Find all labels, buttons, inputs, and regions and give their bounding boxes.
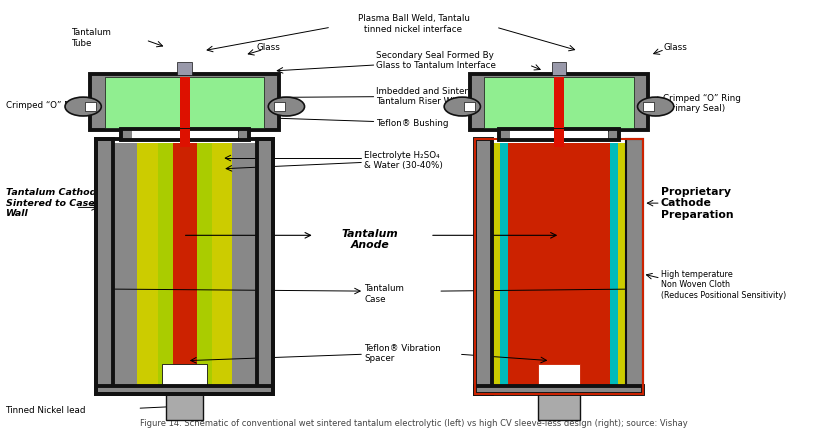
Text: Glass: Glass	[257, 43, 281, 52]
Bar	[121, 129, 249, 140]
Text: Tantalum
Case: Tantalum Case	[364, 284, 404, 304]
Bar	[96, 385, 274, 394]
Bar	[179, 140, 189, 147]
Bar	[476, 139, 643, 394]
Bar	[492, 143, 500, 390]
Text: Tantalum
Tube: Tantalum Tube	[71, 28, 112, 48]
Bar	[476, 139, 492, 394]
Bar	[554, 129, 564, 140]
Bar	[179, 76, 189, 128]
Bar	[509, 143, 609, 390]
Bar	[554, 76, 564, 128]
Text: Tantalum
Anode: Tantalum Anode	[342, 229, 398, 251]
Text: Teflon® Vibration
Spacer: Teflon® Vibration Spacer	[364, 343, 441, 363]
Text: High temperature
Non Woven Cloth
(Reduces Positional Sensitivity): High temperature Non Woven Cloth (Reduce…	[661, 270, 786, 299]
Text: Electrolyte H₂SO₄
& Water (30-40%): Electrolyte H₂SO₄ & Water (30-40%)	[364, 150, 443, 170]
Text: Plasma Ball Weld, Tantalu
tinned nickel interface: Plasma Ball Weld, Tantalu tinned nickel …	[357, 14, 470, 34]
Text: Tinned Nickel lead: Tinned Nickel lead	[6, 406, 86, 415]
Bar	[105, 76, 265, 128]
Bar	[618, 143, 626, 390]
Bar	[173, 143, 197, 390]
Bar	[643, 102, 654, 111]
Bar	[238, 129, 249, 140]
Bar	[96, 139, 274, 394]
Bar	[232, 143, 257, 390]
Bar	[96, 139, 112, 394]
Bar	[96, 139, 274, 394]
Bar	[608, 129, 619, 140]
Bar	[464, 102, 475, 111]
Bar	[609, 143, 618, 390]
Circle shape	[444, 97, 480, 116]
Text: Figure 14. Schematic of conventional wet sintered tantalum electrolytic (left) v: Figure 14. Schematic of conventional wet…	[140, 419, 687, 429]
Bar	[257, 139, 274, 394]
Bar	[131, 129, 238, 140]
Circle shape	[65, 97, 101, 116]
Bar	[554, 140, 564, 147]
Circle shape	[268, 97, 304, 116]
Bar	[470, 74, 648, 130]
Bar	[500, 143, 509, 390]
Text: Imbedded and Sintered
Tantalum Riser Wire: Imbedded and Sintered Tantalum Riser Wir…	[376, 87, 479, 106]
Bar	[197, 143, 212, 390]
Bar	[179, 129, 189, 140]
Bar	[177, 62, 192, 75]
Text: Glass: Glass	[663, 43, 687, 52]
Circle shape	[638, 97, 674, 116]
Text: Tantalum Cathode
Sintered to Case
Wall: Tantalum Cathode Sintered to Case Wall	[6, 188, 103, 218]
Text: Proprietary
Cathode
Preparation: Proprietary Cathode Preparation	[661, 187, 734, 220]
Bar	[552, 62, 566, 75]
Bar	[274, 102, 284, 111]
Bar	[85, 102, 96, 111]
Bar	[137, 143, 158, 390]
Bar	[121, 129, 131, 140]
Text: Teflon® Bushing: Teflon® Bushing	[376, 119, 449, 128]
Bar	[510, 129, 608, 140]
Bar	[538, 393, 580, 420]
Bar	[626, 139, 643, 394]
Bar	[500, 129, 619, 140]
Text: Secondary Seal Formed By
Glass to Tantalum Interface: Secondary Seal Formed By Glass to Tantal…	[376, 51, 496, 70]
Bar	[476, 385, 643, 394]
Bar	[162, 364, 208, 390]
Bar	[485, 76, 633, 128]
Bar	[166, 393, 203, 420]
Text: Crimped “O” Ring
(Primary Seal): Crimped “O” Ring (Primary Seal)	[663, 94, 741, 113]
Bar	[476, 139, 643, 394]
Bar	[538, 364, 580, 390]
Bar	[90, 74, 280, 130]
Bar	[112, 143, 137, 390]
Bar	[158, 143, 173, 390]
Bar	[212, 143, 232, 390]
Bar	[500, 129, 510, 140]
Text: Crimped “O” Ring (Primary Seal): Crimped “O” Ring (Primary Seal)	[6, 101, 148, 110]
